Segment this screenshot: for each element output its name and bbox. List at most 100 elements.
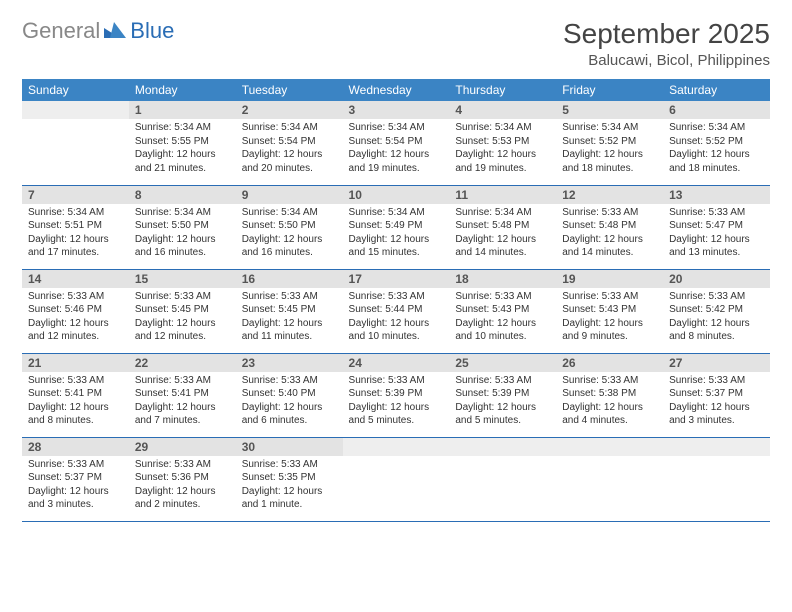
calendar-cell: 7Sunrise: 5:34 AMSunset: 5:51 PMDaylight… (22, 185, 129, 269)
day-number: 21 (22, 354, 129, 372)
calendar-cell: 9Sunrise: 5:34 AMSunset: 5:50 PMDaylight… (236, 185, 343, 269)
day-number: 26 (556, 354, 663, 372)
calendar-row: 1Sunrise: 5:34 AMSunset: 5:55 PMDaylight… (22, 101, 770, 185)
calendar-cell: 14Sunrise: 5:33 AMSunset: 5:46 PMDayligh… (22, 269, 129, 353)
calendar-cell: 24Sunrise: 5:33 AMSunset: 5:39 PMDayligh… (343, 353, 450, 437)
calendar-row: 21Sunrise: 5:33 AMSunset: 5:41 PMDayligh… (22, 353, 770, 437)
calendar-cell: 21Sunrise: 5:33 AMSunset: 5:41 PMDayligh… (22, 353, 129, 437)
month-title: September 2025 (563, 18, 770, 50)
day-detail: Sunrise: 5:33 AMSunset: 5:37 PMDaylight:… (22, 456, 129, 516)
day-number: 15 (129, 270, 236, 288)
day-number: 3 (343, 101, 450, 119)
calendar-cell: 13Sunrise: 5:33 AMSunset: 5:47 PMDayligh… (663, 185, 770, 269)
day-detail: Sunrise: 5:33 AMSunset: 5:46 PMDaylight:… (22, 288, 129, 348)
day-detail: Sunrise: 5:33 AMSunset: 5:45 PMDaylight:… (129, 288, 236, 348)
calendar-cell: 23Sunrise: 5:33 AMSunset: 5:40 PMDayligh… (236, 353, 343, 437)
calendar-cell (556, 437, 663, 521)
calendar-cell: 20Sunrise: 5:33 AMSunset: 5:42 PMDayligh… (663, 269, 770, 353)
day-detail: Sunrise: 5:33 AMSunset: 5:42 PMDaylight:… (663, 288, 770, 348)
day-number: 10 (343, 186, 450, 204)
calendar-cell: 15Sunrise: 5:33 AMSunset: 5:45 PMDayligh… (129, 269, 236, 353)
day-detail: Sunrise: 5:34 AMSunset: 5:51 PMDaylight:… (22, 204, 129, 264)
logo-text-blue: Blue (130, 18, 174, 44)
title-block: September 2025 Balucawi, Bicol, Philippi… (563, 18, 770, 69)
logo: General Blue (22, 18, 174, 44)
day-number: 12 (556, 186, 663, 204)
day-detail: Sunrise: 5:33 AMSunset: 5:39 PMDaylight:… (343, 372, 450, 432)
day-number: 19 (556, 270, 663, 288)
day-number: 20 (663, 270, 770, 288)
day-detail: Sunrise: 5:34 AMSunset: 5:50 PMDaylight:… (236, 204, 343, 264)
weekday-header: Friday (556, 79, 663, 101)
day-detail: Sunrise: 5:33 AMSunset: 5:43 PMDaylight:… (449, 288, 556, 348)
day-number: 16 (236, 270, 343, 288)
day-detail: Sunrise: 5:34 AMSunset: 5:50 PMDaylight:… (129, 204, 236, 264)
day-detail: Sunrise: 5:34 AMSunset: 5:54 PMDaylight:… (343, 119, 450, 179)
day-detail: Sunrise: 5:33 AMSunset: 5:38 PMDaylight:… (556, 372, 663, 432)
day-number: 6 (663, 101, 770, 119)
calendar-cell: 1Sunrise: 5:34 AMSunset: 5:55 PMDaylight… (129, 101, 236, 185)
calendar-cell: 18Sunrise: 5:33 AMSunset: 5:43 PMDayligh… (449, 269, 556, 353)
location: Balucawi, Bicol, Philippines (563, 52, 770, 69)
day-detail: Sunrise: 5:34 AMSunset: 5:52 PMDaylight:… (556, 119, 663, 179)
calendar-cell: 6Sunrise: 5:34 AMSunset: 5:52 PMDaylight… (663, 101, 770, 185)
day-number: 9 (236, 186, 343, 204)
calendar-cell: 2Sunrise: 5:34 AMSunset: 5:54 PMDaylight… (236, 101, 343, 185)
calendar-cell: 28Sunrise: 5:33 AMSunset: 5:37 PMDayligh… (22, 437, 129, 521)
calendar-cell: 8Sunrise: 5:34 AMSunset: 5:50 PMDaylight… (129, 185, 236, 269)
day-number: 18 (449, 270, 556, 288)
day-number: 30 (236, 438, 343, 456)
calendar-cell (663, 437, 770, 521)
weekday-header: Sunday (22, 79, 129, 101)
day-detail: Sunrise: 5:33 AMSunset: 5:39 PMDaylight:… (449, 372, 556, 432)
day-detail: Sunrise: 5:34 AMSunset: 5:53 PMDaylight:… (449, 119, 556, 179)
weekday-header-row: Sunday Monday Tuesday Wednesday Thursday… (22, 79, 770, 101)
calendar-cell: 3Sunrise: 5:34 AMSunset: 5:54 PMDaylight… (343, 101, 450, 185)
weekday-header: Wednesday (343, 79, 450, 101)
calendar-table: Sunday Monday Tuesday Wednesday Thursday… (22, 79, 770, 522)
calendar-cell: 22Sunrise: 5:33 AMSunset: 5:41 PMDayligh… (129, 353, 236, 437)
day-number: 1 (129, 101, 236, 119)
header: General Blue September 2025 Balucawi, Bi… (22, 18, 770, 69)
day-detail: Sunrise: 5:34 AMSunset: 5:55 PMDaylight:… (129, 119, 236, 179)
calendar-cell (22, 101, 129, 185)
calendar-cell: 27Sunrise: 5:33 AMSunset: 5:37 PMDayligh… (663, 353, 770, 437)
day-detail: Sunrise: 5:34 AMSunset: 5:54 PMDaylight:… (236, 119, 343, 179)
weekday-header: Tuesday (236, 79, 343, 101)
calendar-cell: 25Sunrise: 5:33 AMSunset: 5:39 PMDayligh… (449, 353, 556, 437)
weekday-header: Thursday (449, 79, 556, 101)
day-number: 7 (22, 186, 129, 204)
day-detail: Sunrise: 5:34 AMSunset: 5:48 PMDaylight:… (449, 204, 556, 264)
calendar-row: 14Sunrise: 5:33 AMSunset: 5:46 PMDayligh… (22, 269, 770, 353)
day-number: 13 (663, 186, 770, 204)
day-detail: Sunrise: 5:33 AMSunset: 5:40 PMDaylight:… (236, 372, 343, 432)
day-number: 5 (556, 101, 663, 119)
calendar-cell (343, 437, 450, 521)
logo-text-general: General (22, 18, 100, 44)
day-detail: Sunrise: 5:33 AMSunset: 5:36 PMDaylight:… (129, 456, 236, 516)
day-detail: Sunrise: 5:33 AMSunset: 5:44 PMDaylight:… (343, 288, 450, 348)
day-detail: Sunrise: 5:33 AMSunset: 5:41 PMDaylight:… (22, 372, 129, 432)
day-number: 14 (22, 270, 129, 288)
day-number: 29 (129, 438, 236, 456)
calendar-cell: 5Sunrise: 5:34 AMSunset: 5:52 PMDaylight… (556, 101, 663, 185)
day-number: 23 (236, 354, 343, 372)
calendar-body: 1Sunrise: 5:34 AMSunset: 5:55 PMDaylight… (22, 101, 770, 521)
weekday-header: Monday (129, 79, 236, 101)
calendar-cell: 19Sunrise: 5:33 AMSunset: 5:43 PMDayligh… (556, 269, 663, 353)
calendar-cell: 26Sunrise: 5:33 AMSunset: 5:38 PMDayligh… (556, 353, 663, 437)
logo-icon (104, 18, 126, 44)
calendar-cell: 16Sunrise: 5:33 AMSunset: 5:45 PMDayligh… (236, 269, 343, 353)
day-detail: Sunrise: 5:33 AMSunset: 5:35 PMDaylight:… (236, 456, 343, 516)
calendar-cell: 4Sunrise: 5:34 AMSunset: 5:53 PMDaylight… (449, 101, 556, 185)
calendar-cell: 12Sunrise: 5:33 AMSunset: 5:48 PMDayligh… (556, 185, 663, 269)
day-number: 27 (663, 354, 770, 372)
calendar-row: 7Sunrise: 5:34 AMSunset: 5:51 PMDaylight… (22, 185, 770, 269)
calendar-cell: 10Sunrise: 5:34 AMSunset: 5:49 PMDayligh… (343, 185, 450, 269)
day-number: 28 (22, 438, 129, 456)
calendar-cell: 17Sunrise: 5:33 AMSunset: 5:44 PMDayligh… (343, 269, 450, 353)
day-number: 2 (236, 101, 343, 119)
day-detail: Sunrise: 5:33 AMSunset: 5:37 PMDaylight:… (663, 372, 770, 432)
day-number: 4 (449, 101, 556, 119)
calendar-cell (449, 437, 556, 521)
